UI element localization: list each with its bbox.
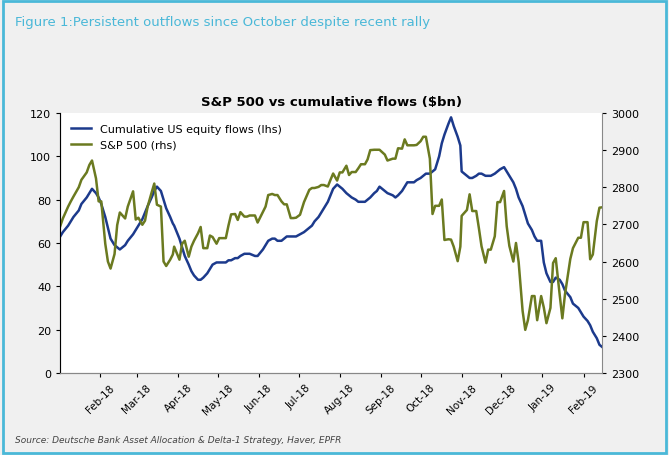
Text: Figure 1:Persistent outflows since October despite recent rally: Figure 1:Persistent outflows since Octob… xyxy=(15,16,430,29)
Legend: Cumulative US equity flows (lhs), S&P 500 (rhs): Cumulative US equity flows (lhs), S&P 50… xyxy=(66,119,288,156)
Title: S&P 500 vs cumulative flows ($bn): S&P 500 vs cumulative flows ($bn) xyxy=(201,96,462,108)
Text: Source: Deutsche Bank Asset Allocation & Delta-1 Strategy, Haver, EPFR: Source: Deutsche Bank Asset Allocation &… xyxy=(15,435,341,444)
